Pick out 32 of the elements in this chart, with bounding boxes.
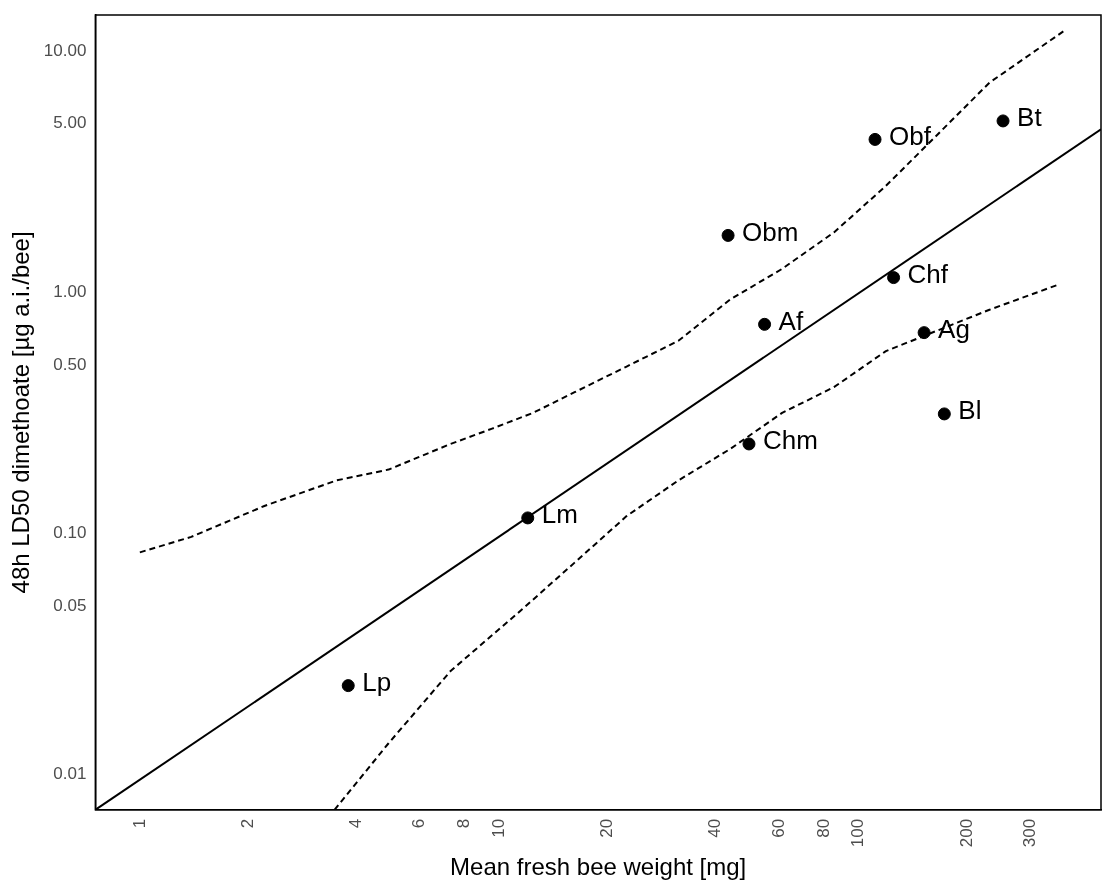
x-tick-label: 2 — [237, 818, 257, 829]
annotation: Bt — [1017, 102, 1043, 133]
x-axis-title: Mean fresh bee weight [mg] — [450, 853, 747, 881]
x-tick-label: 300 — [1019, 818, 1039, 848]
x-tick-label: 200 — [956, 818, 976, 848]
annotation: Lp — [362, 666, 392, 697]
y-tick-label: 5.00 — [53, 113, 87, 133]
annotation: Obm — [742, 216, 799, 247]
x-tick-label: 40 — [705, 818, 725, 838]
x-tick-label: 8 — [454, 818, 474, 829]
y-axis-title: 48h LD50 dimethoate [µg a.i./bee] — [7, 231, 35, 594]
x-tick-label: 100 — [848, 818, 868, 848]
x-tick-label: 10 — [488, 818, 508, 838]
y-tick-label: 0.05 — [53, 595, 87, 615]
y-tick-label: 0.01 — [53, 764, 87, 784]
annotation: Bl — [958, 395, 982, 426]
y-tick-label: 1.00 — [53, 281, 87, 301]
y-tick-label: 0.10 — [53, 523, 87, 543]
annotation: Lm — [541, 499, 578, 530]
x-tick-label: 80 — [813, 818, 833, 838]
annotation: Obf — [889, 120, 932, 151]
x-tick-label: 1 — [129, 818, 149, 829]
x-tick-label: 20 — [597, 818, 617, 838]
annotation: Af — [778, 305, 804, 336]
annotation: Ag — [938, 313, 970, 344]
annotation: Chf — [907, 258, 949, 289]
x-tick-label: 6 — [409, 818, 429, 829]
y-tick-label: 10.00 — [43, 40, 87, 60]
x-tick-label: 4 — [345, 818, 365, 829]
y-tick-label: 0.50 — [53, 354, 87, 374]
x-tick-label: 60 — [768, 818, 788, 838]
annotation: Chm — [762, 425, 818, 456]
